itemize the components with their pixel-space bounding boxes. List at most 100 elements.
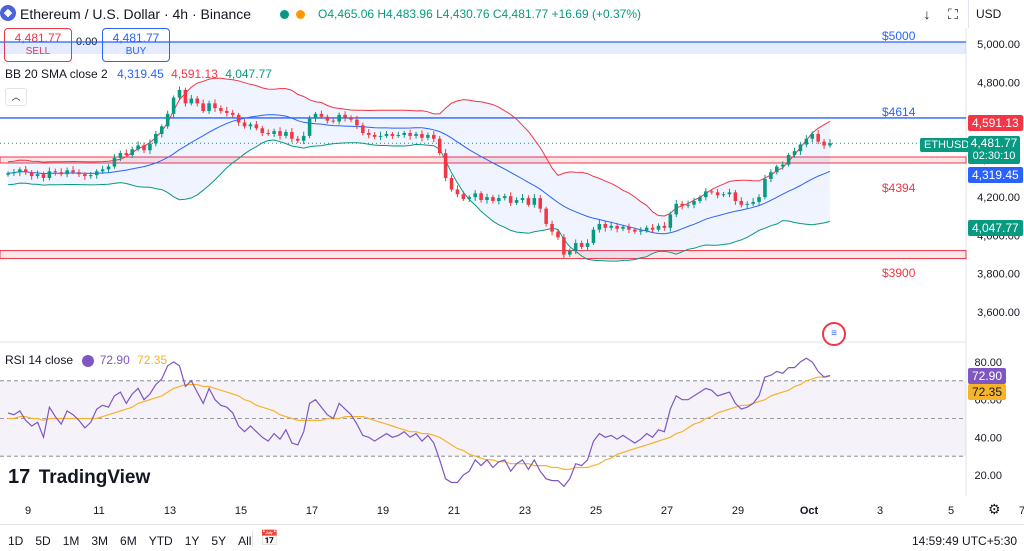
rsi-tick-label: 20.00 (974, 470, 1002, 482)
price-tick-label: 3,600.00 (977, 307, 1020, 319)
ohlc-readout: O4,465.06 H4,483.96 L4,430.76 C4,481.77 … (318, 7, 641, 21)
range-button-all[interactable]: All (238, 534, 252, 548)
level-label-4614: $4614 (882, 105, 916, 119)
candle-body (745, 203, 749, 205)
divider (252, 531, 253, 547)
status-dot-icon (280, 10, 289, 19)
range-button-5d[interactable]: 5D (35, 534, 51, 548)
candle-body (686, 204, 690, 206)
candle-body (780, 164, 785, 167)
bb-lower-line (7, 139, 831, 262)
calendar-range-icon[interactable]: 📅 (260, 530, 279, 547)
candle-body (609, 225, 613, 228)
bb-legend-label: BB 20 SMA close 2 (5, 67, 108, 81)
candle-body (189, 98, 194, 104)
candle-body (290, 132, 294, 139)
x-tick-label: 11 (93, 505, 104, 517)
candle-body (266, 133, 270, 135)
candle-body (154, 133, 158, 144)
bb-legend[interactable]: BB 20 SMA close 2 4,319.45 4,591.13 4,04… (5, 67, 272, 81)
range-button-ytd[interactable]: YTD (148, 534, 173, 548)
price-tick-label: 5,000.00 (977, 39, 1020, 51)
candle-body (177, 89, 182, 98)
level-label-4394: $4394 (882, 181, 916, 195)
candle-body (792, 151, 797, 156)
candle-body (668, 214, 673, 228)
ohlc-high: H4,483.96 (377, 7, 433, 21)
candle-body (201, 103, 205, 111)
candle-body (355, 119, 359, 126)
candle-body (325, 116, 330, 121)
candle-body (680, 203, 684, 206)
x-tick-label: Oct (800, 505, 819, 517)
x-tick-label: 13 (164, 505, 176, 517)
divider (968, 0, 969, 28)
range-button-1y[interactable]: 1Y (184, 534, 200, 548)
candle-body (514, 200, 519, 203)
candle-body (638, 230, 643, 232)
candle-body (603, 223, 608, 228)
rsi-legend[interactable]: RSI 14 close 72.90 72.35 (5, 353, 167, 367)
candle-body (709, 191, 714, 193)
rsi-ma-line (8, 375, 831, 470)
rsi-tick-label: 80.00 (974, 357, 1002, 369)
bar-countdown: 02:30:10 (972, 150, 1016, 162)
candle-body (372, 134, 377, 137)
candle-body (331, 120, 336, 122)
range-button-1d[interactable]: 1D (8, 534, 24, 548)
candle-body (532, 198, 537, 205)
bb-legend-upper: 4,591.13 (171, 67, 218, 81)
x-tick-label: 25 (590, 505, 602, 517)
candle-body (538, 198, 543, 209)
candle-body (544, 208, 548, 224)
candle-body (627, 226, 631, 230)
candle-body (502, 196, 507, 199)
level-label-5000: $5000 (882, 29, 916, 43)
range-button-3m[interactable]: 3M (91, 534, 109, 548)
candle-body (242, 122, 247, 127)
candle-body (733, 192, 738, 201)
tradingview-logo-text: TradingView (38, 466, 151, 488)
ohlc-low: L4,430.76 (436, 7, 490, 21)
rsi-tick-label: 40.00 (974, 432, 1002, 444)
candle-body (804, 138, 809, 145)
candle-body (550, 223, 554, 232)
rsi-legend-value: 72.90 (99, 353, 130, 367)
chart-header: ◆ Ethereum / U.S. Dollar · 4h · Binance … (0, 0, 1024, 28)
range-button-5y[interactable]: 5Y (211, 534, 227, 548)
x-tick-label: 17 (306, 505, 318, 517)
fullscreen-icon[interactable]: ⛶ (948, 6, 958, 22)
range-button-1m[interactable]: 1M (62, 534, 80, 548)
bb-upper-tag: 4,591.13 (968, 115, 1023, 131)
candle-body (449, 178, 454, 190)
candle-body (396, 134, 401, 136)
candle-body (89, 175, 93, 177)
candle-body (307, 118, 312, 136)
candle-body (816, 133, 820, 142)
candle-body (579, 243, 584, 247)
clock[interactable]: 14:59:49 UTC+5:30 (912, 534, 1018, 548)
price-tick-label: 3,800.00 (977, 269, 1020, 281)
rsi-settings-icon[interactable] (82, 354, 95, 367)
range-button-6m[interactable]: 6M (120, 534, 137, 548)
us-flag-event-icon[interactable]: ≡ (822, 322, 846, 346)
candle-body (207, 103, 211, 111)
candle-body (479, 193, 483, 201)
candle-body (573, 243, 578, 251)
rsi-ma-tag: 72.35 (968, 384, 1007, 400)
candle-body (751, 201, 755, 204)
gear-icon[interactable]: ⚙ (988, 501, 1001, 517)
level-zone-3900 (0, 250, 967, 260)
candle-body (29, 172, 34, 177)
candle-body (432, 134, 436, 139)
currency-selector[interactable]: USD (976, 7, 1002, 21)
candle-body (467, 197, 472, 200)
candle-body (704, 191, 708, 198)
candle-body (18, 169, 22, 173)
arrow-down-icon[interactable]: ↓ (923, 6, 931, 22)
candle-body (491, 197, 495, 201)
collapse-legend-icon[interactable]: ︿ (5, 88, 27, 106)
tradingview-logo[interactable]: 17 TradingView (8, 466, 150, 492)
symbol-title[interactable]: Ethereum / U.S. Dollar · 4h · Binance (20, 6, 252, 22)
